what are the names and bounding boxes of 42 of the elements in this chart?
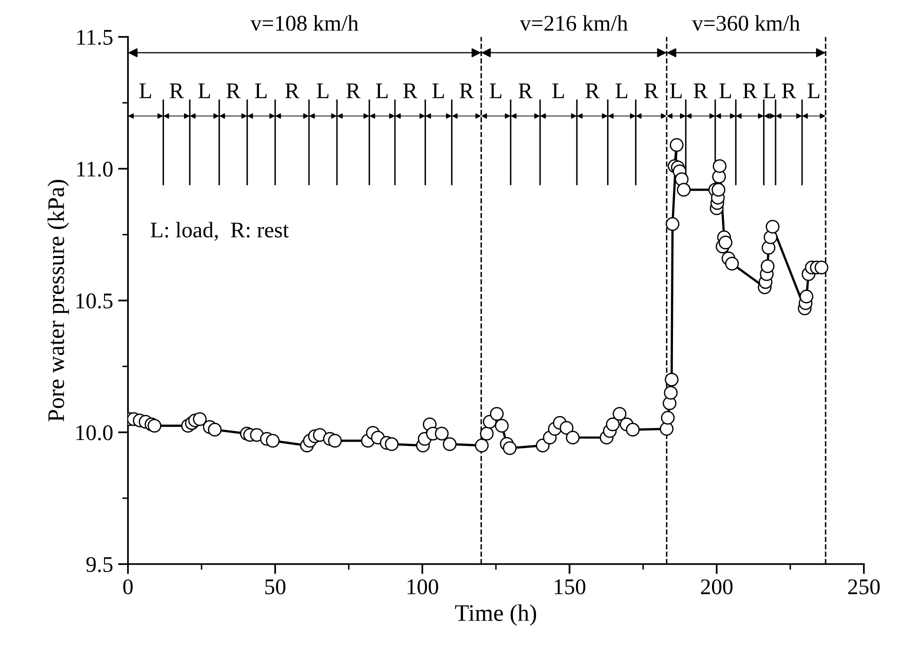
text: v=108 km/h <box>250 15 358 31</box>
y-tick-label: 9.5 <box>86 557 113 572</box>
x-tick-label: 100 <box>408 579 438 594</box>
annotation: R <box>226 84 241 98</box>
annotation: R <box>285 84 300 98</box>
x-tick-label: 200 <box>701 579 733 594</box>
annotation: L <box>808 84 820 98</box>
annotation: L <box>719 84 731 98</box>
annotation: R <box>694 84 708 98</box>
y-tick-label: 11.5 <box>77 30 113 45</box>
annotation: L: load, R: rest <box>150 222 289 241</box>
annotation: R <box>586 84 600 98</box>
x-axis-title: Time (h) <box>455 604 536 626</box>
annotation: L <box>316 84 328 98</box>
annotation: R <box>170 84 184 98</box>
x-tick-label: 0 <box>123 579 133 594</box>
annotation: L <box>139 84 152 98</box>
y-tick-label: 10.5 <box>76 293 113 309</box>
annotation: R <box>460 84 474 98</box>
annotation: L <box>255 84 267 98</box>
y-tick-label: 11.0 <box>77 162 113 177</box>
annotation: L <box>198 84 210 98</box>
annotation: R <box>782 84 796 98</box>
y-tick-label: 10.0 <box>76 425 113 440</box>
annotation: R <box>644 84 659 98</box>
annotation: L <box>764 84 776 98</box>
annotation: R <box>743 84 758 98</box>
text: v=216 km/h <box>520 15 628 31</box>
annotation: L <box>552 84 564 98</box>
annotation: L <box>616 84 628 98</box>
text: v=360 km/h <box>692 15 800 31</box>
annotation: R <box>346 84 361 98</box>
y-axis-title: Pore water pressure (kPa) <box>48 180 69 422</box>
annotation: L <box>432 84 444 98</box>
annotation: R <box>403 84 418 98</box>
x-tick-label: 250 <box>848 579 880 594</box>
x-tick-label: 50 <box>265 579 286 594</box>
annotation: L <box>490 84 502 98</box>
annotation: L <box>670 84 682 98</box>
annotation: L <box>376 84 388 98</box>
x-tick-label: 150 <box>554 579 586 594</box>
annotation: R <box>518 84 533 98</box>
